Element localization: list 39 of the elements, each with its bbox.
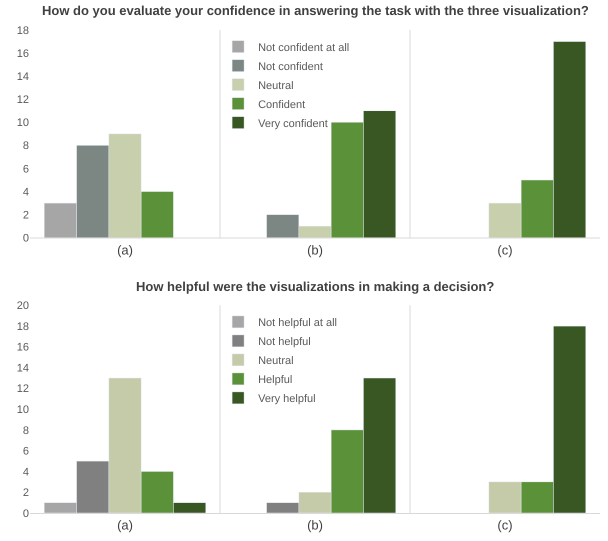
y-tick-label: 12 — [16, 94, 29, 106]
y-tick-label: 2 — [22, 209, 29, 222]
y-tick-label: 6 — [22, 446, 29, 458]
y-tick-label: 12 — [16, 383, 29, 396]
legend-label: Not confident at all — [258, 42, 350, 54]
y-tick-label: 6 — [22, 163, 29, 176]
legend-label: Very helpful — [258, 393, 316, 406]
legend-label: Not confident — [258, 60, 323, 73]
y-tick-label: 18 — [16, 320, 29, 333]
legend-label: Not helpful at all — [258, 317, 337, 330]
y-tick-label: 14 — [16, 362, 29, 374]
y-tick-label: 20 — [16, 300, 29, 312]
y-tick-label: 4 — [22, 186, 29, 198]
x-tick-label: (a) — [117, 242, 133, 258]
y-tick-label: 14 — [16, 71, 29, 83]
legend-label: Neutral — [258, 355, 294, 368]
chart-title: How helpful were the visualizations in making a decision? — [136, 279, 494, 294]
y-tick-label: 0 — [22, 232, 29, 245]
y-tick-label: 10 — [16, 117, 29, 130]
y-tick-label: 8 — [22, 424, 29, 437]
legend-label: Very confident — [258, 118, 328, 130]
y-tick-label: 16 — [16, 48, 29, 60]
x-tick-label: (c) — [497, 242, 513, 258]
y-tick-label: 8 — [22, 140, 29, 152]
y-tick-label: 2 — [22, 487, 29, 500]
chart-title: How do you evaluate your confidence in answering the task with the three visualization? — [42, 3, 589, 18]
legend-label: Helpful — [258, 374, 292, 386]
y-tick-label: 18 — [16, 24, 29, 37]
legend-label: Neutral — [258, 80, 294, 92]
y-tick-label: 0 — [22, 508, 29, 520]
x-tick-label: (a) — [117, 518, 133, 533]
y-tick-label: 16 — [16, 342, 29, 354]
legend-label: Confident — [258, 98, 306, 111]
y-tick-label: 10 — [16, 404, 29, 416]
x-tick-label: (b) — [307, 518, 323, 533]
legend-label: Not helpful — [258, 336, 311, 348]
y-tick-label: 4 — [22, 466, 29, 478]
x-tick-label: (c) — [497, 518, 513, 533]
x-tick-label: (b) — [307, 242, 323, 258]
